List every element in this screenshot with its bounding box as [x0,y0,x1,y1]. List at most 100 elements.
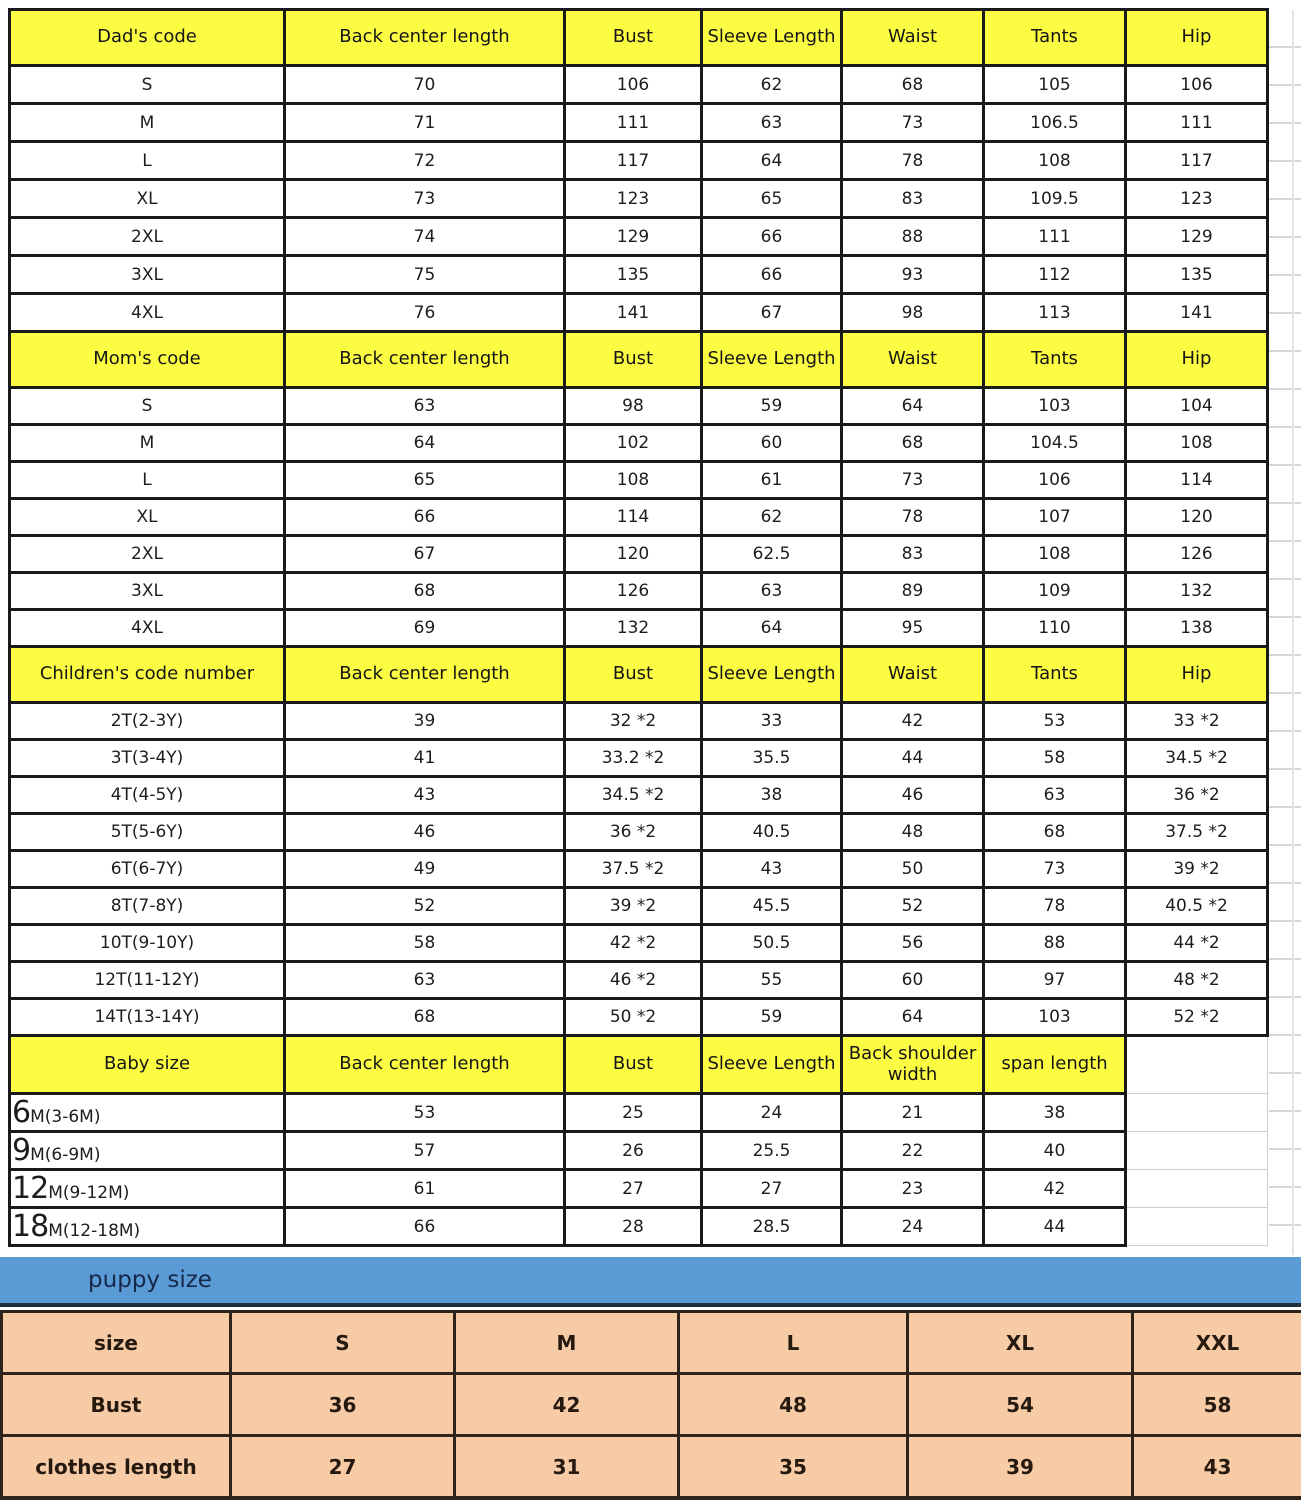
mom-cell: 106 [982,460,1127,500]
baby-label-big-digit: 6 [12,1095,32,1130]
mom-header-cell: Back center length [283,330,566,389]
mom-cell: M [8,423,286,463]
dad-cell: 64 [700,140,843,181]
dad-row: M 71 111 63 73 106.5 111 [8,102,1269,143]
mom-header-row: Mom's code Back center length Bust Sleeve L… [8,330,1269,389]
dad-cell: 123 [1124,178,1269,219]
mom-cell: 64 [283,423,566,463]
baby-cell: 24 [840,1206,985,1247]
children-cell: 68 [982,812,1127,852]
children-row: 12T(11-12Y) 63 46 *2 55 60 97 48 *2 [8,960,1269,1000]
mom-cell: 64 [840,386,985,426]
children-cell: 73 [982,849,1127,889]
mom-cell: 108 [982,534,1127,574]
dad-cell: 83 [840,178,985,219]
children-cell: 38 [700,775,843,815]
baby-cell: 42 [982,1168,1127,1209]
children-cell: 39 *2 [563,886,703,926]
dad-header-cell: Waist [840,8,985,67]
mom-cell: 102 [563,423,703,463]
dad-cell: 4XL [8,292,286,333]
children-cell: 10T(9-10Y) [8,923,286,963]
puppy-row-label: size [0,1310,232,1375]
dad-cell: 98 [840,292,985,333]
mom-cell: 2XL [8,534,286,574]
baby-label-big-digit: 12 [12,1171,50,1206]
size-table: Dad's code Back center length Bust Sleeve L… [8,8,1269,1247]
mom-cell: 120 [1124,497,1269,537]
mom-cell: 4XL [8,608,286,648]
children-header-cell: Tants [982,645,1127,704]
puppy-cell: 42 [453,1372,680,1437]
baby-cell: 44 [982,1206,1127,1247]
baby-cell: 38 [982,1092,1127,1133]
mom-row: 4XL 69 132 64 95 110 138 [8,608,1269,648]
baby-cell: 28.5 [700,1206,843,1247]
children-cell: 12T(11-12Y) [8,960,286,1000]
puppy-cell: 36 [229,1372,456,1437]
baby-header-cell: Bust [563,1034,703,1095]
children-cell: 103 [982,997,1127,1037]
children-cell: 37.5 *2 [1124,812,1269,852]
children-header-cell: Back center length [283,645,566,704]
baby-cell: 61 [283,1168,566,1209]
baby-cell: 40 [982,1130,1127,1171]
children-row: 14T(13-14Y) 68 50 *2 59 64 103 52 *2 [8,997,1269,1037]
dad-cell: 106.5 [982,102,1127,143]
children-cell: 59 [700,997,843,1037]
baby-row: 18M(12-18M) 66 28 28.5 24 44 [8,1206,1268,1247]
mom-cell: 109 [982,571,1127,611]
children-header-cell: Waist [840,645,985,704]
children-cell: 8T(7-8Y) [8,886,286,926]
puppy-row: clothes length 27 31 35 39 43 [0,1434,1301,1500]
children-cell: 39 [283,701,566,741]
children-cell: 4T(4-5Y) [8,775,286,815]
mom-cell: 104 [1124,386,1269,426]
baby-cell: 23 [840,1168,985,1209]
children-cell: 50 [840,849,985,889]
dad-row: L 72 117 64 78 108 117 [8,140,1269,181]
mom-cell: 66 [283,497,566,537]
children-cell: 44 [840,738,985,778]
dad-cell: 78 [840,140,985,181]
puppy-size-table: size S M L XL XXL Bust 36 42 48 54 58 clothes length… [0,1310,1301,1500]
mom-cell: 63 [700,571,843,611]
dad-row: 4XL 76 141 67 98 113 141 [8,292,1269,333]
puppy-cell: 31 [453,1434,680,1500]
dad-cell: 129 [1124,216,1269,257]
baby-row: 6M(3-6M) 53 25 24 21 38 [8,1092,1268,1133]
mom-cell: 59 [700,386,843,426]
children-cell: 35.5 [700,738,843,778]
dad-cell: 73 [840,102,985,143]
children-cell: 88 [982,923,1127,963]
dad-cell: 105 [982,64,1127,105]
baby-label-rest: M(3-6M) [30,1107,101,1127]
baby-label-rest: M(12-18M) [48,1221,141,1241]
children-cell: 43 [700,849,843,889]
baby-cell: 18M(12-18M) [8,1206,286,1247]
children-cell: 48 [840,812,985,852]
children-header-cell: Bust [563,645,703,704]
baby-cell: 25 [563,1092,703,1133]
dad-cell: 71 [283,102,566,143]
baby-cell: 53 [283,1092,566,1133]
children-header-row: Children's code number Back center length… [8,645,1269,704]
baby-cell [1125,1169,1268,1208]
children-cell: 5T(5-6Y) [8,812,286,852]
baby-header-cell [1125,1035,1268,1094]
puppy-cell: XL [906,1310,1134,1375]
dad-cell: 141 [563,292,703,333]
mom-cell: 120 [563,534,703,574]
dad-header-cell: Bust [563,8,703,67]
children-cell: 39 *2 [1124,849,1269,889]
mom-cell: 3XL [8,571,286,611]
dad-cell: 123 [563,178,703,219]
baby-label-big-digit: 18 [12,1209,50,1244]
baby-cell: 66 [283,1206,566,1247]
dad-cell: 73 [283,178,566,219]
baby-cell: 24 [700,1092,843,1133]
children-cell: 3T(3-4Y) [8,738,286,778]
children-cell: 49 [283,849,566,889]
mom-header-cell: Sleeve Length [700,330,843,389]
